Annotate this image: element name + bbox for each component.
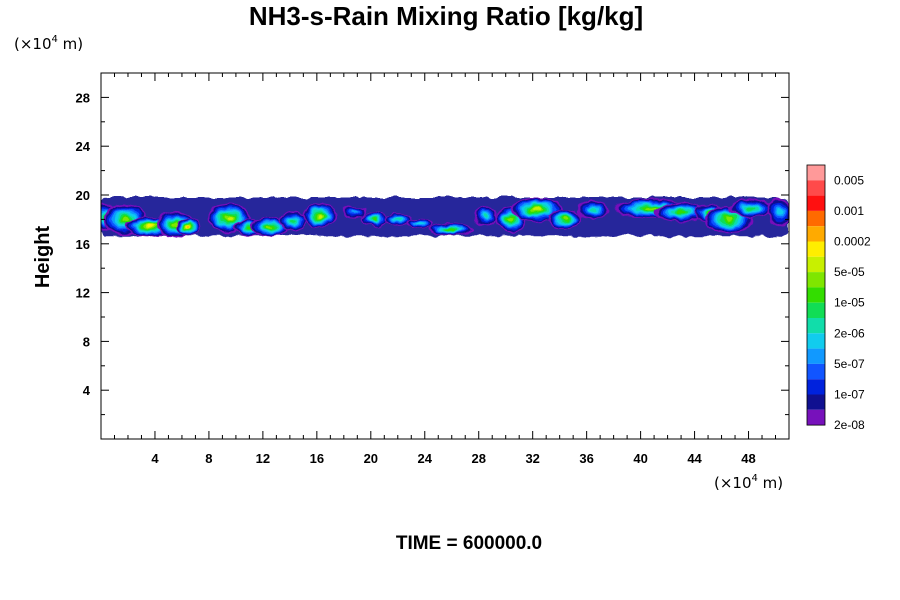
x-tick-label: 44 [687, 451, 702, 466]
cloud-layer [101, 197, 789, 238]
y-tick-label: 4 [83, 383, 91, 398]
chart-title: NH3-s-Rain Mixing Ratio [kg/kg] [249, 1, 643, 31]
cloud-fields [101, 197, 789, 238]
colorbar-swatch [807, 379, 825, 395]
y-tick-label: 16 [76, 237, 90, 252]
x-tick-label: 24 [418, 451, 433, 466]
colorbar-swatch [807, 256, 825, 273]
cloud-contour [446, 228, 455, 231]
y-tick-label: 24 [76, 139, 91, 154]
cloud-contour [676, 210, 686, 214]
cloud-contour [122, 217, 129, 222]
plot-frame [100, 72, 790, 440]
cloud-contour [146, 225, 153, 228]
y-unit-label: (×104 m) [14, 34, 83, 53]
cloud-contour [172, 222, 179, 227]
x-unit-suffix: m) [758, 474, 783, 492]
cloud-contour [372, 218, 377, 221]
colorbar-frame [806, 164, 826, 426]
cloud-contour [482, 213, 489, 218]
y-tick-label: 20 [76, 188, 90, 203]
colorbar-swatch [807, 165, 825, 181]
cloud-contour [394, 218, 401, 221]
colorbar-label: 0.001 [834, 204, 864, 218]
colorbar-label: 2e-06 [834, 326, 865, 340]
x-tick-label: 28 [471, 451, 485, 466]
colorbar-swatch [807, 287, 825, 303]
colorbar-label: 5e-05 [834, 265, 865, 279]
cloud-contour [776, 208, 783, 216]
y-unit-prefix: (×10 [14, 35, 52, 53]
cloud-contour [533, 207, 541, 212]
time-label: TIME = 600000.0 [396, 533, 542, 554]
x-tick-label: 40 [633, 451, 647, 466]
y-tick-label: 8 [83, 334, 90, 349]
colorbar-swatch [807, 210, 825, 227]
colorbar-swatch [807, 318, 825, 334]
cloud-contour [645, 206, 658, 210]
y-axis-label: Height [32, 226, 54, 289]
cloud-contour [266, 225, 273, 229]
x-tick-label: 36 [579, 451, 593, 466]
y-tick-label: 12 [76, 286, 90, 301]
colorbar-swatch [807, 409, 825, 426]
cloud-contour [290, 218, 296, 223]
cloud-contour [747, 206, 756, 211]
cloud-contour [226, 216, 233, 221]
x-tick-label: 12 [256, 451, 270, 466]
colorbar-swatch [807, 348, 825, 364]
colorbar-swatch [807, 272, 825, 288]
colorbar-swatch [807, 363, 825, 380]
colorbar-label: 0.005 [834, 173, 864, 187]
colorbar-swatch [807, 241, 825, 257]
x-tick-label: 20 [364, 451, 378, 466]
x-tick-label: 48 [741, 451, 755, 466]
colorbar-label: 5e-07 [834, 357, 865, 371]
x-tick-label: 8 [205, 451, 212, 466]
cloud-contour [562, 217, 568, 221]
cloud-contour [317, 214, 322, 218]
x-unit-prefix: (×10 [714, 474, 752, 492]
colorbar-label: 2e-08 [834, 418, 865, 432]
colorbar-swatch [807, 302, 825, 318]
cloud-contour [416, 221, 423, 225]
colorbar-swatch [807, 226, 825, 242]
cloud-contour [351, 210, 359, 214]
y-tick-label: 28 [76, 90, 90, 105]
colorbar: 0.005 0.001 0.0002 5e-05 1e-05 2e-06 5e-07 1e-0… [806, 164, 871, 432]
cloud-contour [508, 217, 514, 222]
x-tick-label: 32 [525, 451, 539, 466]
y-unit-exp: 4 [52, 34, 58, 45]
colorbar-swatch [807, 180, 825, 196]
colorbar-swatch [807, 394, 825, 410]
y-axis: 4 8 12 16 20 24 28 [76, 90, 789, 416]
colorbar-swatch [807, 195, 825, 211]
x-unit-exp: 4 [752, 473, 758, 484]
y-unit-suffix: m) [58, 35, 83, 53]
colorbar-label: 0.0002 [834, 235, 871, 249]
cloud-contour [187, 225, 191, 228]
colorbar-swatch [807, 333, 825, 349]
cloud-contour [724, 217, 732, 222]
cloud-contour [246, 226, 252, 230]
cloud-contour [589, 207, 597, 212]
x-tick-label: 16 [310, 451, 324, 466]
x-tick-label: 4 [151, 451, 159, 466]
colorbar-label: 1e-05 [834, 296, 865, 310]
x-axis: 4 8 12 16 20 24 28 32 36 40 44 48 [113, 73, 777, 466]
colorbar-label: 1e-07 [834, 388, 865, 402]
plot-area [101, 73, 789, 439]
x-unit-label: (×104 m) [714, 473, 783, 492]
